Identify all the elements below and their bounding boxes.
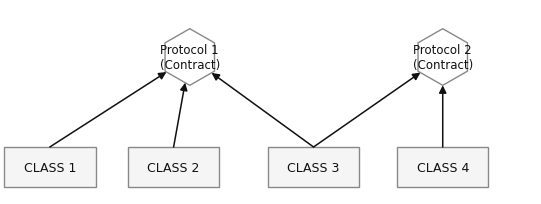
FancyBboxPatch shape xyxy=(397,147,489,187)
FancyBboxPatch shape xyxy=(128,147,219,187)
Polygon shape xyxy=(418,30,467,86)
FancyBboxPatch shape xyxy=(4,147,96,187)
Text: CLASS 3: CLASS 3 xyxy=(287,161,340,174)
Text: Protocol 2
(Contract): Protocol 2 (Contract) xyxy=(413,44,473,72)
Text: CLASS 4: CLASS 4 xyxy=(417,161,469,174)
Polygon shape xyxy=(165,30,214,86)
Text: CLASS 2: CLASS 2 xyxy=(148,161,200,174)
Text: Protocol 1
(Contract): Protocol 1 (Contract) xyxy=(160,44,220,72)
Text: CLASS 1: CLASS 1 xyxy=(24,161,76,174)
FancyBboxPatch shape xyxy=(268,147,359,187)
